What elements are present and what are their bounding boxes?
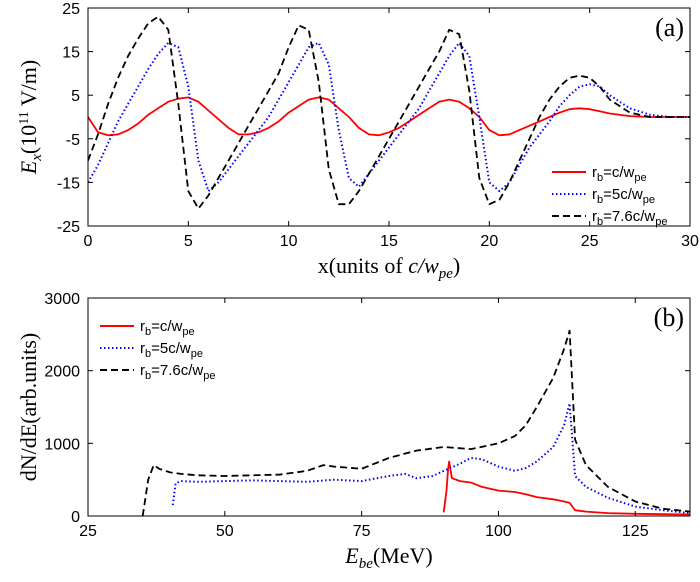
series-line-1 [88,96,690,137]
legend-text: r [140,362,145,379]
legend-text-rest: =5c/w [603,186,643,203]
x-axis-label: x(units of c/wpe) [318,253,461,282]
y-tick-label: -25 [57,219,80,236]
legend-text: r [592,208,597,225]
y-tick-label: 0 [71,509,80,526]
x-tick-label: 25 [581,233,599,250]
x-tick-label: 30 [681,233,699,250]
legend-sub: b [145,326,151,338]
x-tick-label: 25 [79,523,97,540]
panel-label: (a) [655,13,684,42]
x-tick-label: 125 [622,523,649,540]
legend-text-rest: =7.6c/w [151,362,203,379]
legend-sub: b [597,216,603,228]
y-tick-label: -15 [57,175,80,192]
legend-label-3: rb=7.6c/wpe [140,362,216,382]
legend-sub2: pe [634,172,646,184]
y-tick-label: 3000 [44,291,80,308]
legend-sub2: pe [203,370,215,382]
legend-sub2: pe [191,348,203,360]
y-axis-label-var: E [16,160,41,175]
x-axis-label: Ebe(MeV) [344,543,433,572]
y-tick-label: 15 [62,45,80,62]
y-axis-label-unit: V/m) [16,60,41,112]
legend-sub: b [597,172,603,184]
panel-label: (b) [654,303,684,332]
x-tick-label: 100 [485,523,512,540]
legend-sub: b [597,194,603,206]
y-axis-label: Ex(1011 V/m) [16,60,45,175]
legend-label-2: rb=5c/wpe [140,340,203,360]
series-line-2 [88,41,690,193]
x-tick-label: 10 [280,233,298,250]
legend-label-1: rb=c/wpe [592,164,647,184]
y-axis-label-text: dN/dE(arb.units) [16,333,41,481]
y-tick-label: 25 [62,1,80,18]
x-axis-label-var: E [344,543,359,568]
x-axis-label-text: x(units of [318,253,408,278]
legend-text-rest: =c/w [603,164,634,181]
y-axis-label: dN/dE(arb.units) [16,333,41,481]
legend-text: r [592,164,597,181]
y-axis-label-exp: 11 [17,111,32,124]
legend-label-1: rb=c/wpe [140,318,195,338]
legend-sub2: pe [655,216,667,228]
legend-text: r [140,318,145,335]
legend-label-2: rb=5c/wpe [592,186,655,206]
legend-sub2: pe [182,326,194,338]
x-axis-label-sub: be [359,556,374,572]
x-tick-label: 15 [380,233,398,250]
legend-text: r [592,186,597,203]
series-line-3 [88,15,690,210]
x-tick-label: 75 [353,523,371,540]
x-axis-label-var: c/w [408,253,439,278]
y-tick-label: 1000 [44,436,80,453]
legend-text-rest: =5c/w [151,340,191,357]
legend-sub2: pe [643,194,655,206]
series-line-2 [171,402,690,515]
x-axis-label-unit: (MeV) [373,543,433,568]
legend-sub: b [145,348,151,360]
x-axis-label-sub: pe [438,266,454,282]
panel-a-chart: 0 5 10 15 20 25 30 -25 -15 -5 5 15 25 (a) x(units of c… [16,1,699,282]
y-axis-label-sub: x [29,154,45,162]
panel-b-chart: 25 50 75 100 125 0 1000 2000 3000 (b) Ebe(MeV) dN/d… [16,291,691,572]
legend-label-3: rb=7.6c/wpe [592,208,668,228]
x-tick-label: 20 [480,233,498,250]
legend-sub: b [145,370,151,382]
series-line-3 [141,329,690,516]
x-tick-label: 5 [184,233,193,250]
y-axis-label-text: (10 [16,125,41,154]
y-tick-label: -5 [66,132,80,149]
x-tick-label: 0 [84,233,93,250]
legend-text-rest: =c/w [151,318,182,335]
y-tick-label: 2000 [44,364,80,381]
x-tick-label: 50 [216,523,234,540]
x-axis-label-close: ) [453,253,460,278]
y-tick-label: 5 [71,88,80,105]
legend-text: r [140,340,145,357]
legend-text-rest: =7.6c/w [603,208,655,225]
plot-frame [87,297,691,517]
